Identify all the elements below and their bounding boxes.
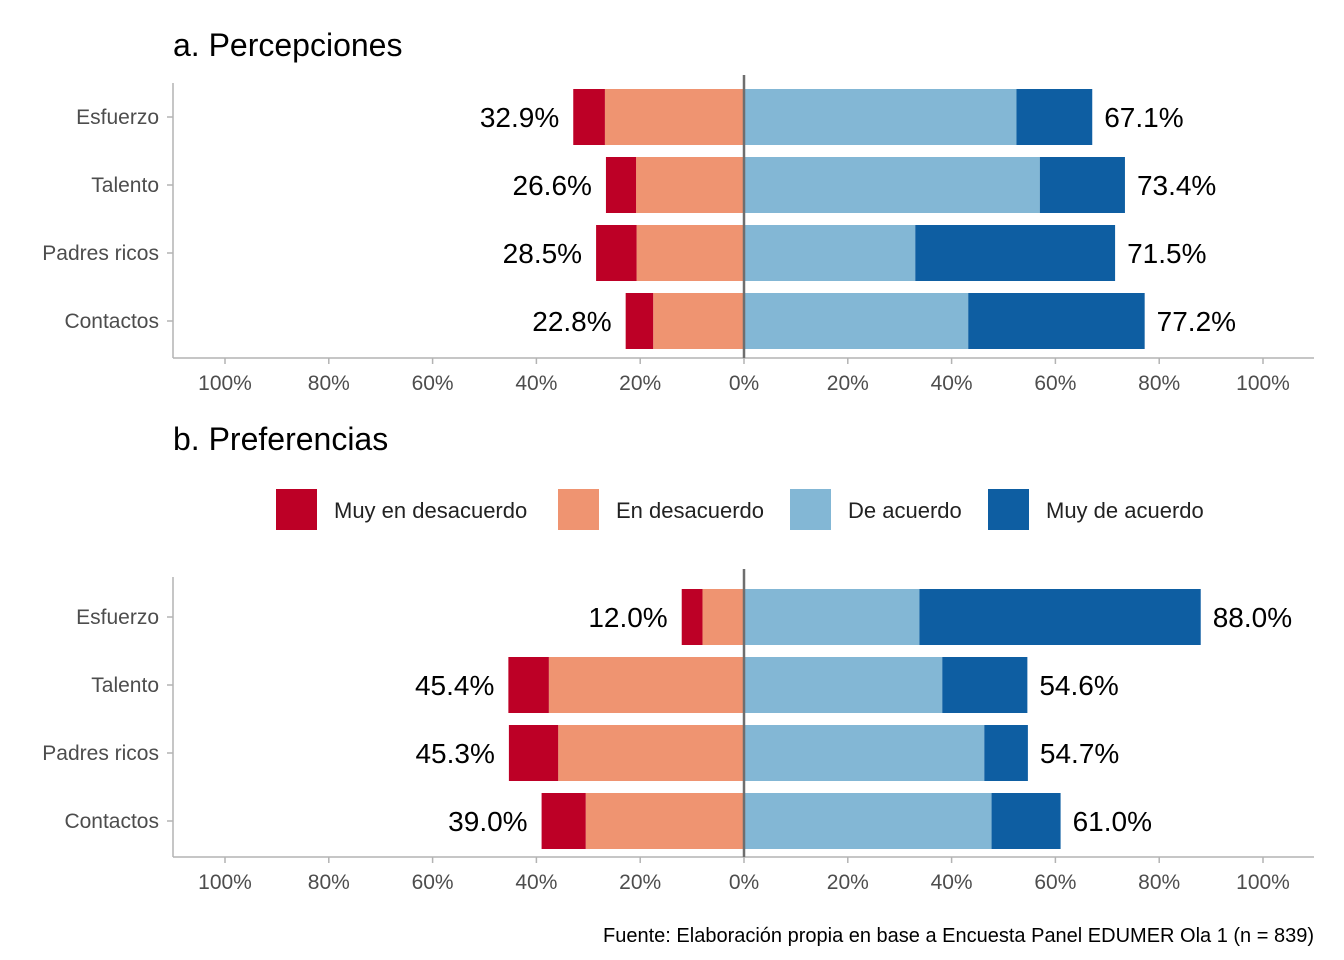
negative-total-label: 45.4% <box>415 670 494 701</box>
negative-total-label: 26.6% <box>513 170 592 201</box>
category-label: Contactos <box>64 310 159 333</box>
x-tick-label: 100% <box>1236 372 1290 395</box>
x-tick-label: 40% <box>931 372 973 395</box>
legend: Muy en desacuerdo En desacuerdo De acuerdo… <box>276 489 1204 530</box>
category-label: Talento <box>91 174 159 197</box>
legend-label: De acuerdo <box>848 498 962 523</box>
legend-swatch <box>276 489 317 530</box>
negative-total-label: 32.9% <box>480 102 559 133</box>
negative-total-label: 39.0% <box>448 806 527 837</box>
negative-total-label: 45.3% <box>415 738 494 769</box>
legend-swatch <box>790 489 831 530</box>
positive-total-label: 61.0% <box>1073 806 1152 837</box>
x-tick-label: 20% <box>827 372 869 395</box>
bar-muy-en-desacuerdo <box>605 157 637 213</box>
x-tick-label: 60% <box>412 372 454 395</box>
bar-de-acuerdo <box>744 157 1040 213</box>
bar-en-desacuerdo <box>636 225 744 281</box>
bar-muy-de-acuerdo <box>942 657 1028 713</box>
x-tick-label: 40% <box>515 372 557 395</box>
legend-item: Muy en desacuerdo <box>276 489 527 530</box>
bar-muy-en-desacuerdo <box>508 657 549 713</box>
legend-swatch <box>988 489 1029 530</box>
negative-total-label: 28.5% <box>503 238 582 269</box>
x-tick-label: 80% <box>1138 871 1180 894</box>
bar-muy-en-desacuerdo <box>596 225 637 281</box>
positive-total-label: 54.7% <box>1040 738 1119 769</box>
panel-title: b. Preferencias <box>173 421 388 457</box>
category-label: Talento <box>91 674 159 697</box>
positive-total-label: 77.2% <box>1157 306 1236 337</box>
legend-item: De acuerdo <box>790 489 962 530</box>
positive-total-label: 71.5% <box>1127 238 1206 269</box>
positive-total-label: 73.4% <box>1137 170 1216 201</box>
bar-en-desacuerdo <box>585 793 744 849</box>
x-tick-label: 60% <box>1034 372 1076 395</box>
bar-muy-de-acuerdo <box>968 293 1145 349</box>
x-tick-label: 0% <box>729 871 759 894</box>
x-tick-label: 80% <box>308 871 350 894</box>
bar-muy-de-acuerdo <box>1016 89 1093 145</box>
x-tick-label: 100% <box>1236 871 1290 894</box>
bar-muy-de-acuerdo <box>1039 157 1125 213</box>
x-tick-label: 80% <box>1138 372 1180 395</box>
panel-2: b. Preferencias 100% 80% 60% 40% 20% 0% 20% 40% 6… <box>42 421 1314 894</box>
legend-label: Muy en desacuerdo <box>334 498 527 523</box>
legend-label: En desacuerdo <box>616 498 764 523</box>
bar-de-acuerdo <box>744 89 1017 145</box>
legend-swatch <box>558 489 599 530</box>
bar-en-desacuerdo <box>653 293 744 349</box>
bar-muy-de-acuerdo <box>919 589 1201 645</box>
x-tick-label: 20% <box>827 871 869 894</box>
bar-de-acuerdo <box>744 793 992 849</box>
negative-total-label: 12.0% <box>588 602 667 633</box>
x-tick-label: 100% <box>198 372 252 395</box>
x-tick-label: 100% <box>198 871 252 894</box>
bar-en-desacuerdo <box>604 89 744 145</box>
bar-en-desacuerdo <box>636 157 744 213</box>
category-label: Esfuerzo <box>76 606 159 629</box>
positive-total-label: 54.6% <box>1039 670 1118 701</box>
bar-en-desacuerdo <box>702 589 744 645</box>
bar-de-acuerdo <box>744 293 969 349</box>
bar-de-acuerdo <box>744 657 943 713</box>
bar-en-desacuerdo <box>548 657 744 713</box>
x-tick-label: 0% <box>729 372 759 395</box>
legend-label: Muy de acuerdo <box>1046 498 1204 523</box>
bar-muy-en-desacuerdo <box>573 89 605 145</box>
bar-en-desacuerdo <box>558 725 744 781</box>
x-tick-label: 60% <box>1034 871 1076 894</box>
x-tick-label: 40% <box>931 871 973 894</box>
x-tick-label: 40% <box>515 871 557 894</box>
source-caption: Fuente: Elaboración propia en base a Enc… <box>603 925 1314 947</box>
category-label: Padres ricos <box>42 242 159 265</box>
bar-muy-en-desacuerdo <box>541 793 586 849</box>
legend-item: Muy de acuerdo <box>988 489 1204 530</box>
positive-total-label: 67.1% <box>1104 102 1183 133</box>
panel-title: a. Percepciones <box>173 27 402 63</box>
bar-muy-de-acuerdo <box>991 793 1061 849</box>
bar-de-acuerdo <box>744 225 916 281</box>
category-label: Padres ricos <box>42 742 159 765</box>
bar-muy-de-acuerdo <box>984 725 1028 781</box>
x-tick-label: 20% <box>619 372 661 395</box>
x-tick-label: 80% <box>308 372 350 395</box>
positive-total-label: 88.0% <box>1213 602 1292 633</box>
bar-de-acuerdo <box>744 589 920 645</box>
x-tick-label: 60% <box>412 871 454 894</box>
category-label: Esfuerzo <box>76 106 159 129</box>
legend-item: En desacuerdo <box>558 489 764 530</box>
x-tick-label: 20% <box>619 871 661 894</box>
category-label: Contactos <box>64 810 159 833</box>
bar-de-acuerdo <box>744 725 985 781</box>
negative-total-label: 22.8% <box>532 306 611 337</box>
bar-muy-en-desacuerdo <box>508 725 559 781</box>
panel-1: a. Percepciones 100% 80% 60% 40% 20% 0% 20% 40% 6… <box>42 27 1314 395</box>
bar-muy-en-desacuerdo <box>681 589 703 645</box>
bar-muy-de-acuerdo <box>915 225 1116 281</box>
bar-muy-en-desacuerdo <box>625 293 654 349</box>
